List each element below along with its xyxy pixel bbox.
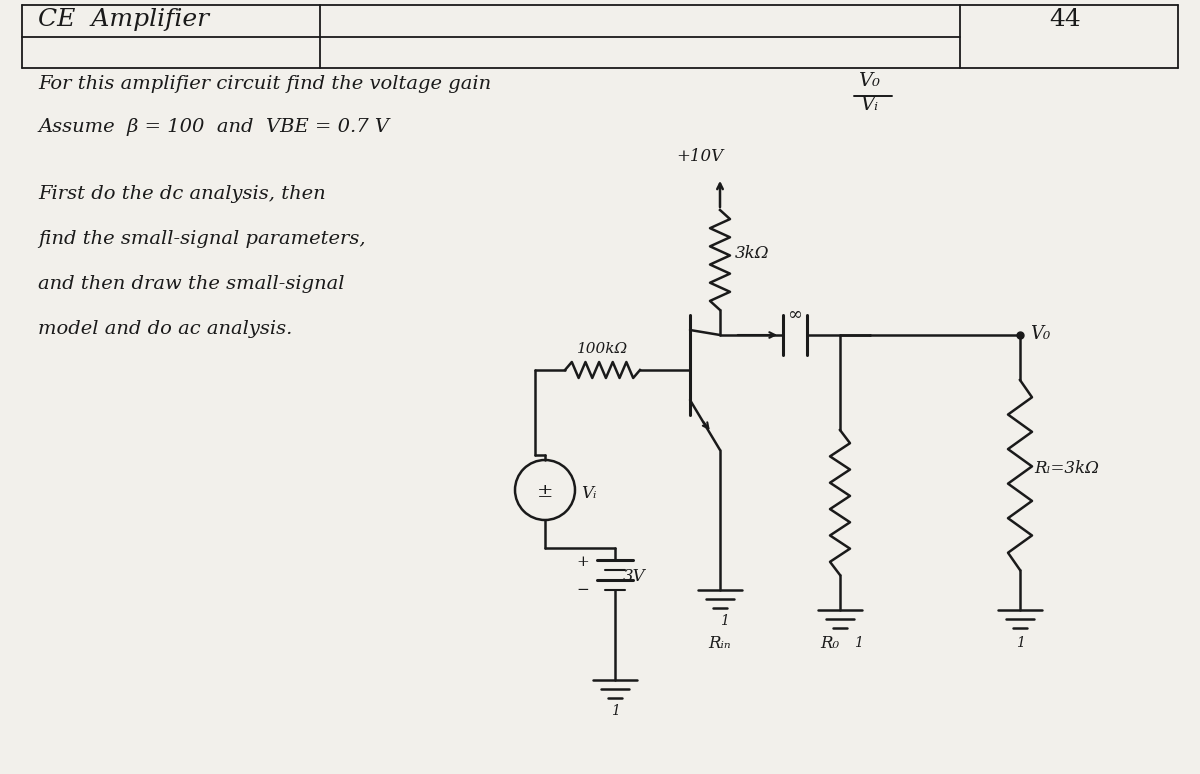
Text: and then draw the small-signal: and then draw the small-signal: [38, 275, 344, 293]
Text: Vᵢ: Vᵢ: [860, 96, 878, 114]
Text: −: −: [577, 583, 589, 597]
Text: For this amplifier circuit find the voltage gain: For this amplifier circuit find the volt…: [38, 75, 491, 93]
Text: 3V: 3V: [623, 568, 646, 585]
Text: 1: 1: [720, 614, 728, 628]
Text: CE  Amplifier: CE Amplifier: [38, 8, 209, 31]
Text: V₀: V₀: [1030, 325, 1050, 343]
Text: First do the dc analysis, then: First do the dc analysis, then: [38, 185, 325, 203]
Text: R₀: R₀: [821, 635, 840, 652]
Text: Rₗ=3kΩ: Rₗ=3kΩ: [1034, 460, 1099, 477]
Text: ±: ±: [536, 483, 553, 501]
Text: +: +: [577, 555, 589, 569]
Text: model and do ac analysis.: model and do ac analysis.: [38, 320, 293, 338]
Text: 1: 1: [611, 704, 619, 718]
Text: V₀: V₀: [858, 72, 880, 90]
Text: Assume  β = 100  and  VBE = 0.7 V: Assume β = 100 and VBE = 0.7 V: [38, 118, 389, 136]
Text: find the small-signal parameters,: find the small-signal parameters,: [38, 230, 366, 248]
Text: ∞: ∞: [787, 306, 803, 324]
Text: Rᵢₙ: Rᵢₙ: [709, 635, 731, 652]
Text: 1: 1: [1015, 636, 1025, 650]
Text: Vᵢ: Vᵢ: [581, 485, 596, 502]
Text: 3kΩ: 3kΩ: [734, 245, 769, 262]
Text: 1: 1: [854, 636, 863, 650]
Text: 44: 44: [1049, 8, 1081, 31]
Text: +10V: +10V: [677, 148, 724, 165]
Text: 100kΩ: 100kΩ: [576, 342, 628, 356]
